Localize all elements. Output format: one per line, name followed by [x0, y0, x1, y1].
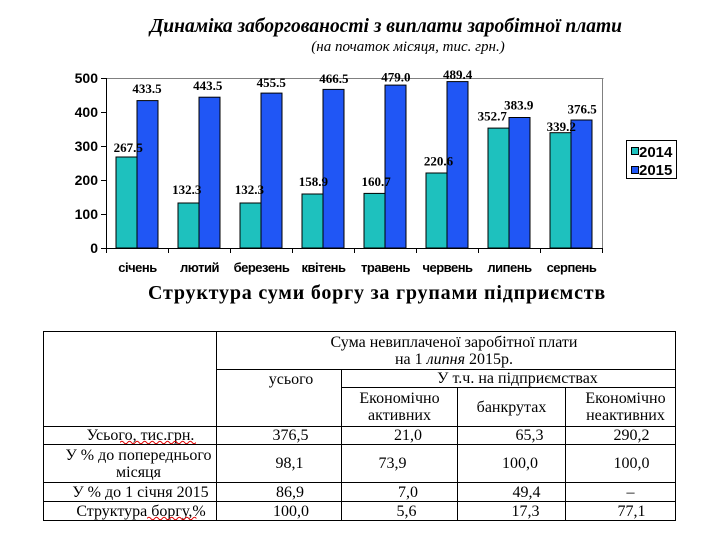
- svg-text:132.3: 132.3: [235, 182, 265, 197]
- svg-text:100: 100: [75, 206, 99, 222]
- svg-text:455.5: 455.5: [257, 75, 287, 90]
- svg-text:березень: березень: [234, 260, 290, 275]
- svg-text:січень: січень: [118, 260, 157, 275]
- svg-text:376.5: 376.5: [567, 101, 597, 116]
- svg-text:267.5: 267.5: [114, 140, 144, 155]
- svg-text:352.7: 352.7: [478, 109, 508, 124]
- svg-text:200: 200: [75, 172, 99, 188]
- svg-text:160.7: 160.7: [361, 174, 391, 189]
- svg-text:466.5: 466.5: [319, 71, 349, 86]
- svg-text:липень: липень: [487, 260, 532, 275]
- svg-text:червень: червень: [422, 260, 473, 275]
- svg-text:479.0: 479.0: [381, 70, 410, 85]
- svg-text:300: 300: [75, 138, 99, 154]
- svg-text:травень: травень: [361, 260, 410, 275]
- svg-text:500: 500: [75, 70, 99, 86]
- svg-text:лютий: лютий: [180, 260, 219, 275]
- svg-text:433.5: 433.5: [132, 81, 162, 96]
- svg-text:2015: 2015: [639, 162, 672, 179]
- svg-text:489.4: 489.4: [443, 67, 473, 82]
- svg-text:0: 0: [90, 240, 98, 256]
- svg-text:серпень: серпень: [547, 260, 597, 275]
- svg-text:158.9: 158.9: [299, 174, 329, 189]
- svg-text:339.2: 339.2: [547, 119, 576, 134]
- svg-text:400: 400: [75, 104, 99, 120]
- svg-text:132.3: 132.3: [172, 182, 202, 197]
- svg-text:443.5: 443.5: [193, 78, 223, 93]
- svg-text:2014: 2014: [639, 144, 673, 161]
- svg-text:220.6: 220.6: [424, 154, 454, 169]
- svg-text:383.9: 383.9: [504, 98, 534, 113]
- svg-text:квітень: квітень: [301, 260, 346, 275]
